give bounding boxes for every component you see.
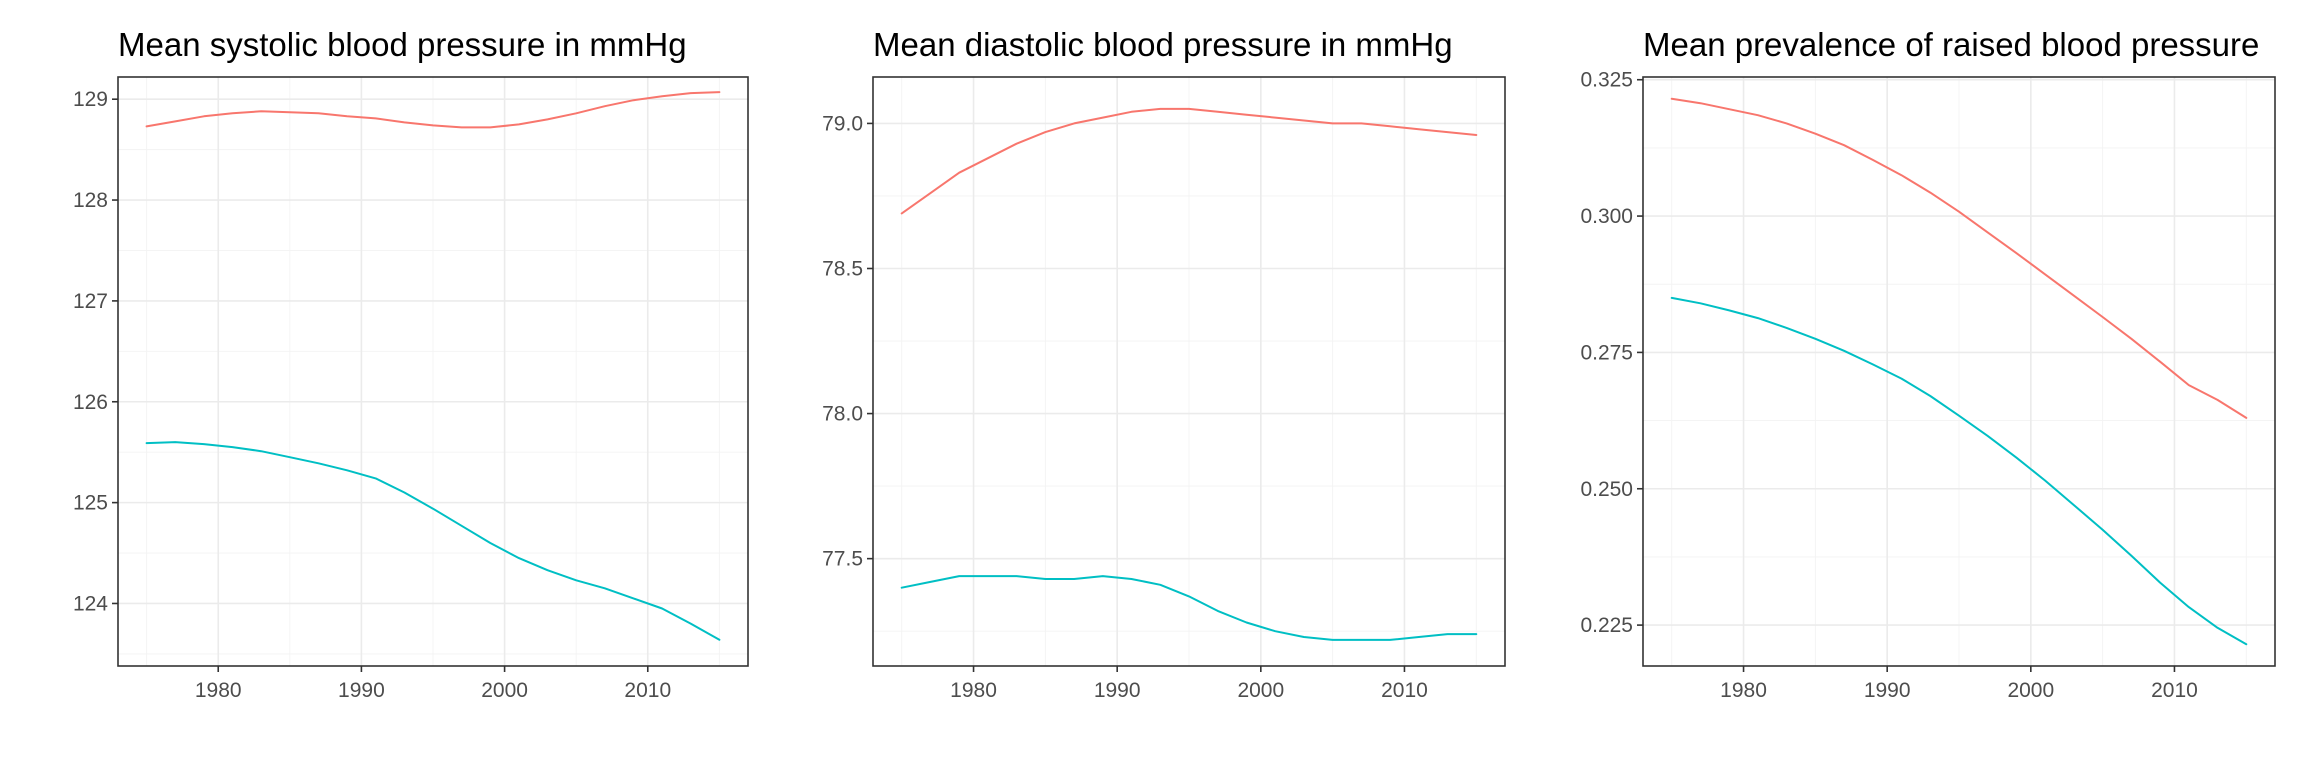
- x-tick-label: 1990: [1094, 679, 1141, 702]
- y-tick-label: 129: [73, 88, 108, 111]
- diastolic-panel: Mean diastolic blood pressure in mmHg 19…: [822, 26, 1506, 702]
- gridlines: [1643, 77, 2275, 666]
- series-line-teal: [145, 441, 721, 641]
- series-line-red: [1670, 97, 2248, 419]
- y-tick-label: 78.0: [822, 403, 863, 426]
- series-line-teal: [1670, 296, 2248, 646]
- y-tick-label: 125: [73, 492, 108, 515]
- gridlines: [873, 77, 1505, 666]
- x-tick-label: 2010: [624, 679, 671, 702]
- x-tick-label: 1980: [195, 679, 242, 702]
- x-tick-label: 2000: [1237, 679, 1284, 702]
- x-tick-label: 1990: [1864, 679, 1911, 702]
- chart-title: Mean diastolic blood pressure in mmHg: [873, 26, 1453, 63]
- series-line-red: [145, 91, 721, 129]
- x-tick-label: 1990: [338, 679, 385, 702]
- x-tick-label: 2010: [2151, 679, 2198, 702]
- y-tick-label: 128: [73, 189, 108, 212]
- x-tick-label: 2010: [1381, 679, 1428, 702]
- y-tick-label: 79.0: [822, 112, 863, 135]
- y-tick-label: 77.5: [822, 548, 863, 571]
- y-tick-label: 0.275: [1580, 341, 1633, 364]
- y-tick-label: 0.300: [1580, 205, 1633, 228]
- y-tick-label: 124: [73, 592, 108, 615]
- chart-title: Mean prevalence of raised blood pressure: [1643, 26, 2259, 63]
- y-tick-label: 126: [73, 391, 108, 414]
- panel-border: [117, 76, 749, 667]
- systolic-panel: Mean systolic blood pressure in mmHg 198…: [73, 26, 749, 702]
- y-tick-label: 78.5: [822, 257, 863, 280]
- x-tick-label: 2000: [481, 679, 528, 702]
- gridlines: [118, 77, 748, 666]
- y-tick-label: 0.225: [1580, 614, 1633, 637]
- y-tick-label: 0.250: [1580, 478, 1633, 501]
- prevalence-panel: Mean prevalence of raised blood pressure…: [1580, 26, 2276, 702]
- y-tick-label: 0.325: [1580, 69, 1633, 92]
- series-line-teal: [900, 575, 1478, 641]
- panel-border: [1642, 76, 2276, 667]
- chart-title: Mean systolic blood pressure in mmHg: [118, 26, 687, 63]
- x-tick-label: 1980: [1720, 679, 1767, 702]
- panel-border: [872, 76, 1506, 667]
- series-line-red: [900, 107, 1478, 215]
- y-tick-label: 127: [73, 290, 108, 313]
- x-tick-label: 2000: [2007, 679, 2054, 702]
- x-tick-label: 1980: [950, 679, 997, 702]
